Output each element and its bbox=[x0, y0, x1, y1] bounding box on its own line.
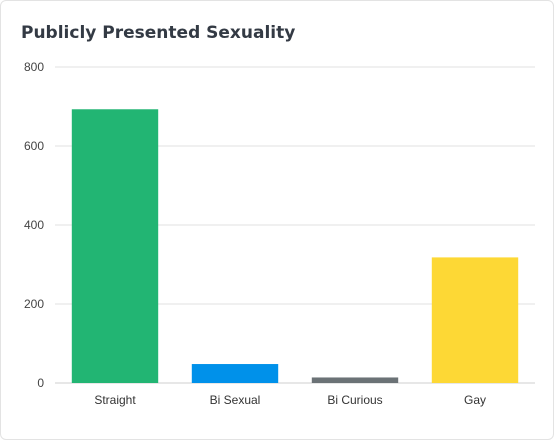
x-category-label: Bi Curious bbox=[327, 393, 382, 407]
bar-straight[interactable] bbox=[71, 109, 159, 383]
y-tick-label: 400 bbox=[24, 218, 44, 232]
y-tick-label: 200 bbox=[24, 297, 44, 311]
x-category-label: Gay bbox=[464, 393, 486, 407]
bar-bi-curious[interactable] bbox=[311, 377, 399, 383]
x-category-label: Bi Sexual bbox=[210, 393, 261, 407]
bar-bi-sexual[interactable] bbox=[191, 364, 279, 383]
y-tick-label: 800 bbox=[24, 60, 44, 74]
chart-title: Publicly Presented Sexuality bbox=[21, 23, 296, 43]
bar-gay[interactable] bbox=[431, 257, 519, 383]
y-tick-label: 0 bbox=[37, 376, 44, 390]
x-category-label: Straight bbox=[94, 393, 136, 407]
y-tick-label: 600 bbox=[24, 139, 44, 153]
